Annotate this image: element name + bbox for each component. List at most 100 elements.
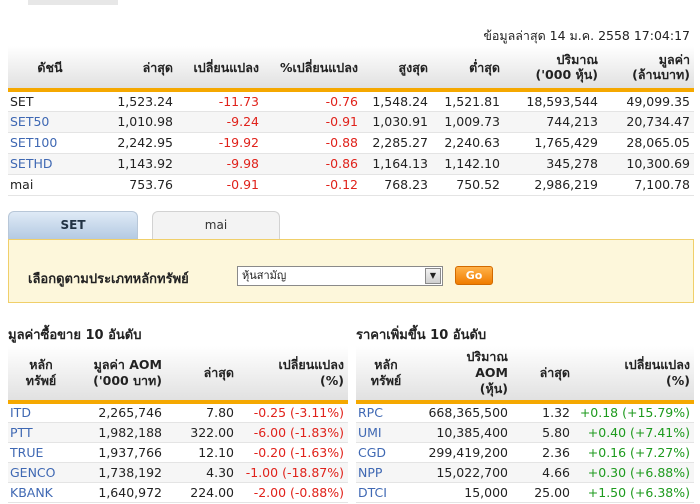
top-value-amount: 1,738,192 [74, 462, 166, 483]
index-name-link[interactable]: SET100 [8, 132, 92, 154]
top-bar-mark [28, 0, 118, 5]
top-gainers-col-header: ปริมาณ AOM (หุ้น) [416, 346, 512, 404]
symbol-link[interactable]: NPP [356, 462, 416, 483]
top-gainers-row: DTCI 15,000 25.00 +1.50 (+6.38%) [356, 482, 694, 503]
top-gainers-title: ราคาเพิ่มขึ้น 10 อันดับ [356, 328, 487, 343]
top-value-col-header-line: ล่าสุด [203, 365, 234, 380]
index-change: -9.24 [177, 111, 263, 133]
index-row: SETHD 1,143.92 -9.98 -0.86 1,164.13 1,142.10 3… [8, 153, 694, 175]
top-value-change: -1.00 (-18.87%) [238, 462, 348, 483]
index-table-container: ดัชนี ล่าสุด เปลี่ยนแปลง %เปลี่ยนแปลง สูงสุด… [8, 46, 694, 196]
index-volume: 744,213 [504, 111, 602, 133]
go-button[interactable]: Go [455, 266, 493, 285]
index-name-link[interactable]: SET50 [8, 111, 92, 133]
index-col-header-line: ดัชนี [37, 59, 63, 75]
index-col-header-line: สูงสุด [398, 59, 428, 75]
top-value-col-header-line: (%) [320, 373, 344, 388]
top-value-last: 12.10 [166, 442, 238, 463]
index-name-link[interactable]: SETHD [8, 153, 92, 175]
index-pct: -0.12 [263, 174, 362, 196]
security-type-select[interactable]: หุ้นสามัญ ▼ [237, 266, 443, 286]
security-type-filter: เลือกดูตามประเภทหลักทรัพย์ หุ้นสามัญ ▼ G… [8, 239, 694, 303]
tab-set[interactable]: SET [8, 211, 138, 239]
top-value-col-header-line: ('000 บาท) [93, 373, 162, 388]
top-gainers-col-header-line: AOM [475, 365, 508, 380]
top-gainers-last: 4.66 [512, 462, 574, 483]
index-col-header-line: มูลค่า [658, 52, 690, 67]
index-last: 2,242.95 [92, 132, 177, 154]
index-pct: -0.88 [263, 132, 362, 154]
top-value-row: KBANK 1,640,972 224.00 -2.00 (-0.88%) [8, 482, 348, 503]
index-col-header-line: ปริมาณ [556, 52, 598, 67]
top-gainers-change: +0.30 (+6.88%) [574, 462, 694, 483]
last-updated: ข้อมูลล่าสุด 14 ม.ค. 2558 17:04:17 [483, 28, 690, 43]
top-gainers-change: +0.18 (+15.79%) [574, 402, 694, 423]
symbol-link[interactable]: TRUE [8, 442, 74, 463]
index-last: 1,143.92 [92, 153, 177, 175]
top-value-row: ITD 2,265,746 7.80 -0.25 (-3.11%) [8, 402, 348, 423]
top-gainers-change: +0.40 (+7.41%) [574, 422, 694, 443]
tab-mai[interactable]: mai [152, 211, 280, 239]
index-change: -0.91 [177, 174, 263, 196]
index-volume: 18,593,544 [504, 90, 602, 112]
index-high: 2,285.27 [362, 132, 432, 154]
index-col-header-line: %เปลี่ยนแปลง [279, 59, 358, 75]
top-gainers-col-header-line: ล่าสุด [539, 365, 570, 380]
top-gainers-amount: 15,022,700 [416, 462, 512, 483]
top-gainers-amount: 668,365,500 [416, 402, 512, 423]
symbol-link[interactable]: ITD [8, 402, 74, 423]
top-gainers-col-header: เปลี่ยนแปลง (%) [574, 346, 694, 404]
top-gainers-amount: 15,000 [416, 482, 512, 503]
index-volume: 345,278 [504, 153, 602, 175]
top-gainers-amount: 299,419,200 [416, 442, 512, 463]
index-high: 768.23 [362, 174, 432, 196]
top-gainers-row: UMI 10,385,400 5.80 +0.40 (+7.41%) [356, 422, 694, 443]
index-name-link[interactable]: mai [8, 174, 92, 196]
top-value-col-header-line: ทรัพย์ [25, 373, 57, 388]
index-value: 10,300.69 [602, 153, 694, 175]
symbol-link[interactable]: CGD [356, 442, 416, 463]
top-gainers-col-header-line: ทรัพย์ [370, 373, 402, 388]
top-value-col-header-line: มูลค่า AOM [93, 357, 162, 372]
index-row: SET100 2,242.95 -19.92 -0.88 2,285.27 2,240.6… [8, 132, 694, 154]
chevron-down-icon[interactable]: ▼ [425, 268, 441, 284]
top-value-col-header: เปลี่ยนแปลง (%) [238, 346, 348, 404]
top-value-amount: 1,640,972 [74, 482, 166, 503]
symbol-link[interactable]: KBANK [8, 482, 74, 503]
index-volume: 2,986,219 [504, 174, 602, 196]
filter-label: เลือกดูตามประเภทหลักทรัพย์ [28, 272, 189, 287]
symbol-link[interactable]: DTCI [356, 482, 416, 503]
index-name-link[interactable]: SET [8, 90, 92, 112]
top-value-row: GENCO 1,738,192 4.30 -1.00 (-18.87%) [8, 462, 348, 483]
top-value-change: -0.20 (-1.63%) [238, 442, 348, 463]
index-last: 1,523.24 [92, 90, 177, 112]
symbol-link[interactable]: RPC [356, 402, 416, 423]
index-col-header-line: (ล้านบาท) [632, 67, 690, 82]
top-value-change: -6.00 (-1.83%) [238, 422, 348, 443]
top-value-col-header-line: หลัก [29, 357, 53, 372]
index-last: 1,010.98 [92, 111, 177, 133]
top-gainers-last: 25.00 [512, 482, 574, 503]
top-value-change: -2.00 (-0.88%) [238, 482, 348, 503]
top-value-title: มูลค่าซื้อขาย 10 อันดับ [8, 328, 142, 343]
symbol-link[interactable]: UMI [356, 422, 416, 443]
index-pct: -0.91 [263, 111, 362, 133]
top-gainers-last: 5.80 [512, 422, 574, 443]
top-gainers-col-header-line: (%) [666, 373, 690, 388]
index-change: -11.73 [177, 90, 263, 112]
top-gainers-col-header: หลัก ทรัพย์ [356, 346, 416, 404]
top-value-amount: 2,265,746 [74, 402, 166, 423]
index-low: 1,009.73 [432, 111, 504, 133]
symbol-link[interactable]: GENCO [8, 462, 74, 483]
index-col-header-line: ต่ำสุด [469, 59, 500, 75]
index-row: SET50 1,010.98 -9.24 -0.91 1,030.91 1,009.73 7… [8, 111, 694, 133]
top-gainers-col-header-line: ปริมาณ [466, 349, 508, 364]
index-col-header-line: เปลี่ยนแปลง [193, 59, 260, 75]
symbol-link[interactable]: PTT [8, 422, 74, 443]
security-type-selected: หุ้นสามัญ [242, 269, 287, 282]
index-value: 28,065.05 [602, 132, 694, 154]
top-value-table: หลัก ทรัพย์ มูลค่า AOM ('000 บาท) ล่าสุด เปลี… [8, 346, 348, 503]
top-gainers-amount: 10,385,400 [416, 422, 512, 443]
index-row: mai 753.76 -0.91 -0.12 768.23 750.52 2,986,219… [8, 174, 694, 196]
index-low: 1,142.10 [432, 153, 504, 175]
